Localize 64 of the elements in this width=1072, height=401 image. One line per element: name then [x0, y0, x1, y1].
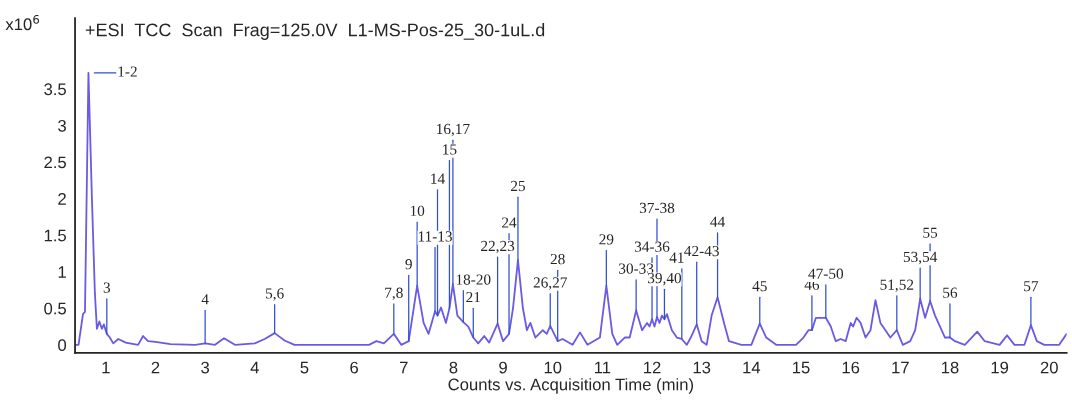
x-tick-label: 2 [151, 361, 160, 374]
annotation: 57 [1024, 281, 1039, 292]
x-tick-label: 15 [792, 361, 810, 374]
annotation: 14 [431, 173, 445, 184]
x-tick-label: 13 [693, 361, 711, 374]
x-tick-label: 11 [594, 361, 611, 374]
x-tick-label: 3 [201, 361, 210, 374]
annotation: 37-38 [639, 202, 675, 214]
x-tick-label: 5 [300, 361, 309, 374]
x-tick-label: 6 [350, 361, 358, 374]
x-tick-label: 14 [743, 361, 761, 374]
x-tick-label: 19 [991, 361, 1009, 374]
y-tick-label: 1 [58, 266, 66, 278]
chart-title: +ESI TCC Scan Frag=125.0V L1-MS-Pos-25_30-1uL.d [85, 23, 545, 40]
y-tick-label: 2.5 [44, 156, 67, 169]
annotation: 47-50 [808, 268, 844, 279]
x-tick-label: 7 [399, 361, 408, 374]
y-tick-label: 1.5 [44, 229, 67, 242]
annotation: 1-2 [118, 66, 137, 77]
y-tick-label: 3 [58, 119, 66, 132]
annotation: 10 [410, 205, 425, 216]
x-tick-label: 18 [941, 361, 959, 374]
annotation: 34-36 [634, 241, 670, 252]
annotation: 41 [669, 252, 684, 263]
annotation: 24 [502, 217, 517, 228]
x-tick-label: 10 [544, 361, 562, 374]
annotation: 56 [943, 287, 958, 298]
annotation: 15 [443, 144, 457, 155]
x-tick-label: 16 [842, 361, 860, 374]
annotation: 51,52 [880, 279, 914, 293]
annotation: 18-20 [456, 274, 491, 285]
x-tick-label: 9 [499, 361, 507, 374]
annotation: 53,54 [903, 251, 938, 265]
annotation: 55 [923, 227, 938, 238]
x-tick-label: 12 [644, 361, 661, 374]
annotation: 28 [550, 253, 565, 265]
x-tick-label: 1 [102, 361, 110, 374]
annotation: 25 [510, 180, 525, 192]
y-tick-label: 0.5 [44, 302, 67, 315]
annotation: 7,8 [385, 287, 403, 301]
text: x10$^{6}$ [5, 14, 40, 31]
annotation: 3 [103, 282, 111, 293]
annotation: 21 [466, 291, 480, 303]
annotation: 30-33 [619, 263, 654, 274]
annotation: 45 [752, 281, 767, 292]
annotation: 44 [710, 216, 725, 227]
y-tick-label: 3.5 [44, 83, 67, 96]
x-tick-label: 20 [1040, 361, 1058, 374]
annotation: 5,6 [265, 288, 284, 301]
y-tick-label: 2 [58, 193, 66, 205]
x-tick-label: 8 [449, 361, 458, 374]
annotation: 4 [201, 294, 209, 305]
annotation: 11-13 [418, 231, 452, 242]
annotation: 22,23 [481, 240, 515, 254]
annotation: 42-43 [684, 245, 719, 257]
x-tick-label: 4 [250, 361, 259, 374]
annotation: 39,40 [647, 272, 682, 286]
y-tick-label: 0 [58, 339, 67, 352]
annotation: 9 [405, 259, 412, 270]
x-tick-label: 17 [892, 361, 909, 374]
annotation: 26,27 [533, 277, 567, 290]
annotation: 29 [599, 234, 614, 245]
x-axis-title: Counts vs. Acquisition Time (min) [448, 378, 693, 394]
annotation: 16,17 [437, 123, 470, 137]
